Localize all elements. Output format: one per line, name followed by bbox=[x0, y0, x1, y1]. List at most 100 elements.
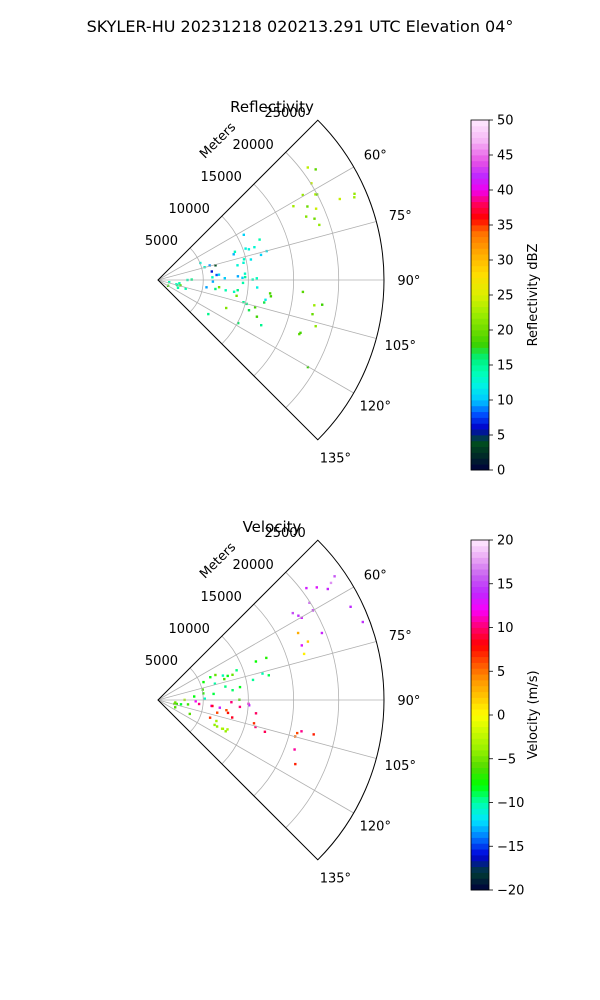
theta-tick-label: 135° bbox=[320, 451, 351, 466]
echo-pixel bbox=[231, 716, 234, 719]
colorbar-swatch bbox=[471, 248, 489, 255]
echo-pixel bbox=[259, 253, 263, 257]
echo-pixel bbox=[213, 682, 217, 685]
colorbar-tick-label: 0 bbox=[497, 464, 505, 479]
echo-pixel bbox=[265, 656, 268, 660]
theta-gridline bbox=[157, 586, 354, 701]
echo-pixel bbox=[224, 685, 227, 688]
r-tick-label: 10000 bbox=[169, 202, 210, 217]
echo-pixel bbox=[217, 273, 221, 276]
echo-pixel bbox=[310, 182, 313, 185]
echo-pixel bbox=[293, 748, 296, 751]
colorbar-swatch bbox=[471, 820, 489, 827]
echo-pixel bbox=[294, 762, 297, 766]
colorbar-swatch bbox=[471, 709, 489, 716]
colorbar-swatch bbox=[471, 446, 489, 453]
echo-pixel bbox=[306, 640, 310, 643]
echo-pixel bbox=[260, 324, 263, 327]
echo-pixel bbox=[220, 727, 224, 730]
echo-pixel bbox=[254, 712, 258, 715]
colorbar-swatch bbox=[471, 580, 489, 588]
echo-pixel bbox=[213, 723, 216, 727]
r-tick-label: 5000 bbox=[145, 234, 178, 249]
colorbar-swatch bbox=[471, 330, 489, 337]
theta-gridline bbox=[157, 279, 377, 339]
echo-pixel bbox=[254, 660, 258, 663]
echo-pixel bbox=[214, 287, 217, 291]
echo-pixel bbox=[305, 586, 308, 590]
echo-region bbox=[213, 719, 229, 733]
echo-pixel bbox=[353, 192, 356, 195]
echo-pixel bbox=[313, 217, 316, 220]
colorbar-swatch bbox=[471, 464, 489, 471]
sector-frame bbox=[157, 119, 385, 441]
colorbar-swatch bbox=[471, 592, 489, 599]
echo-pixel bbox=[175, 702, 178, 706]
echo-pixel bbox=[311, 313, 314, 316]
colorbar-swatch bbox=[471, 172, 489, 179]
colorbar-swatch bbox=[471, 120, 489, 127]
echo-pixel bbox=[225, 709, 228, 712]
colorbar-tick-label: 15 bbox=[497, 359, 514, 374]
colorbar-swatch bbox=[471, 575, 489, 582]
echo-pixel bbox=[268, 292, 272, 295]
colorbar-tick-label: 45 bbox=[497, 149, 514, 164]
echo-pixel bbox=[176, 286, 180, 289]
colorbar-swatch bbox=[471, 195, 489, 203]
colorbar-swatch bbox=[471, 773, 489, 780]
colorbar-label: Velocity (m/s) bbox=[526, 670, 541, 759]
echo-pixel bbox=[232, 253, 235, 256]
colorbar-swatch bbox=[471, 260, 489, 267]
echo-pixel bbox=[231, 689, 234, 692]
echo-pixel bbox=[214, 264, 217, 267]
echo-pixel bbox=[207, 312, 210, 316]
colorbar-swatch bbox=[471, 166, 489, 173]
r-tick-label: 25000 bbox=[264, 526, 305, 541]
echo-pixel bbox=[299, 331, 302, 334]
colorbar-swatch bbox=[471, 190, 489, 197]
echo-pixel bbox=[236, 264, 239, 267]
colorbar-swatch bbox=[471, 779, 489, 786]
colorbar-swatch bbox=[471, 435, 489, 442]
r-tick-label: 5000 bbox=[145, 654, 178, 669]
colorbar-swatch bbox=[471, 376, 489, 383]
theta-gridline bbox=[157, 641, 377, 701]
echo-pixel bbox=[194, 700, 197, 703]
colorbar-swatch bbox=[471, 884, 489, 891]
echo-region bbox=[208, 704, 267, 733]
echo-pixel bbox=[301, 290, 305, 294]
colorbar-swatch bbox=[471, 277, 489, 284]
r-gridline bbox=[253, 603, 295, 797]
panel-title: Reflectivity bbox=[230, 98, 314, 116]
colorbar-tick-label: 20 bbox=[497, 324, 514, 339]
r-tick-label: 20000 bbox=[232, 558, 273, 573]
echo-pixel bbox=[202, 692, 205, 695]
echo-pixel bbox=[353, 196, 356, 199]
r-gridline bbox=[189, 667, 204, 733]
colorbar-swatch bbox=[471, 160, 489, 168]
echo-pixel bbox=[333, 575, 336, 578]
colorbar-swatch bbox=[471, 604, 489, 611]
colorbar-swatch bbox=[471, 750, 489, 757]
r-gridline bbox=[221, 215, 249, 345]
echo-pixel bbox=[242, 301, 245, 304]
echo-region bbox=[208, 253, 235, 283]
echo-pixel bbox=[237, 321, 240, 325]
echo-pixel bbox=[297, 614, 300, 617]
colorbar-swatch bbox=[471, 586, 489, 593]
echo-pixel bbox=[298, 332, 301, 336]
theta-gridline bbox=[157, 166, 354, 281]
r-gridline bbox=[189, 247, 204, 313]
echo-pixel bbox=[226, 728, 229, 731]
echo-pixel bbox=[211, 276, 214, 279]
colorbar-swatch bbox=[471, 831, 489, 838]
echo-pixel bbox=[267, 674, 270, 677]
echo-pixel bbox=[168, 281, 171, 284]
r-tick-label: 15000 bbox=[201, 590, 242, 605]
echo-pixel bbox=[221, 674, 225, 677]
colorbar-tick-label: −20 bbox=[497, 884, 524, 899]
colorbar-swatch bbox=[471, 785, 489, 792]
echo-pixel bbox=[203, 697, 206, 700]
echo-pixel bbox=[242, 233, 245, 236]
colorbar-swatch bbox=[471, 184, 489, 191]
